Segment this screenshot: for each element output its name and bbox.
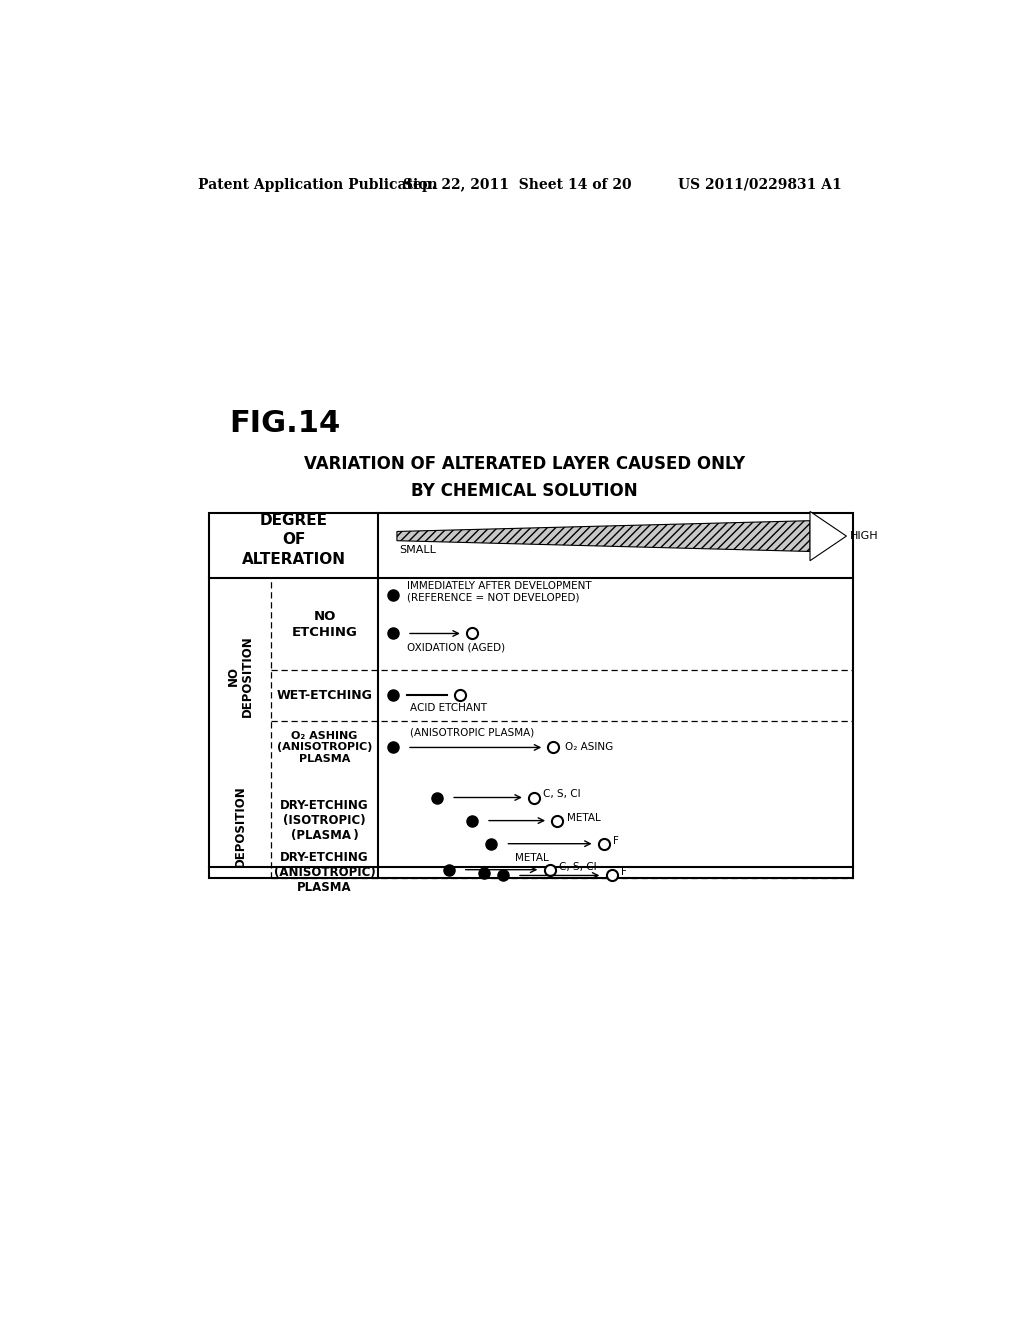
Polygon shape <box>397 520 810 552</box>
Text: FIG.14: FIG.14 <box>228 409 340 438</box>
Bar <box>209 512 853 878</box>
Text: F: F <box>621 867 627 878</box>
Text: OXIDATION (AGED): OXIDATION (AGED) <box>407 643 505 652</box>
Text: BY CHEMICAL SOLUTION: BY CHEMICAL SOLUTION <box>412 482 638 500</box>
Text: SMALL: SMALL <box>399 545 436 556</box>
Text: C, S, Cl: C, S, Cl <box>544 789 581 800</box>
Text: O₂ ASHING
(ANISOTROPIC)
PLASMA: O₂ ASHING (ANISOTROPIC) PLASMA <box>276 731 372 764</box>
Text: C, S, Cl: C, S, Cl <box>559 862 597 871</box>
Text: VARIATION OF ALTERATED LAYER CAUSED ONLY: VARIATION OF ALTERATED LAYER CAUSED ONLY <box>304 455 745 473</box>
Text: NO
DEPOSITION: NO DEPOSITION <box>226 635 254 717</box>
Text: Patent Application Publication: Patent Application Publication <box>198 178 437 191</box>
Polygon shape <box>810 511 847 561</box>
Text: US 2011/0229831 A1: US 2011/0229831 A1 <box>678 178 842 191</box>
Text: METAL: METAL <box>566 813 600 822</box>
Text: METAL: METAL <box>515 853 549 862</box>
Text: (ANISOTROPIC PLASMA): (ANISOTROPIC PLASMA) <box>410 727 535 738</box>
Text: WET-ETCHING: WET-ETCHING <box>276 689 373 702</box>
Text: HIGH: HIGH <box>850 531 879 541</box>
Text: O₂ ASING: O₂ ASING <box>565 742 613 752</box>
Text: DEGREE
OF
ALTERATION: DEGREE OF ALTERATION <box>242 513 345 566</box>
Text: ACID ETCHANT: ACID ETCHANT <box>410 704 487 713</box>
Text: DRY-ETCHING
(ANISOTROPIC)
PLASMA: DRY-ETCHING (ANISOTROPIC) PLASMA <box>273 851 376 894</box>
Text: IMMEDIATELY AFTER DEVELOPMENT
(REFERENCE = NOT DEVELOPED): IMMEDIATELY AFTER DEVELOPMENT (REFERENCE… <box>407 581 592 603</box>
Text: NO
ETCHING: NO ETCHING <box>292 610 357 639</box>
Text: Sep. 22, 2011  Sheet 14 of 20: Sep. 22, 2011 Sheet 14 of 20 <box>403 178 632 191</box>
Text: F: F <box>613 836 620 846</box>
Text: DEPOSITION: DEPOSITION <box>233 785 247 867</box>
Text: DRY-ETCHING
(ISOTROPIC)
(PLASMA ): DRY-ETCHING (ISOTROPIC) (PLASMA ) <box>281 799 369 842</box>
